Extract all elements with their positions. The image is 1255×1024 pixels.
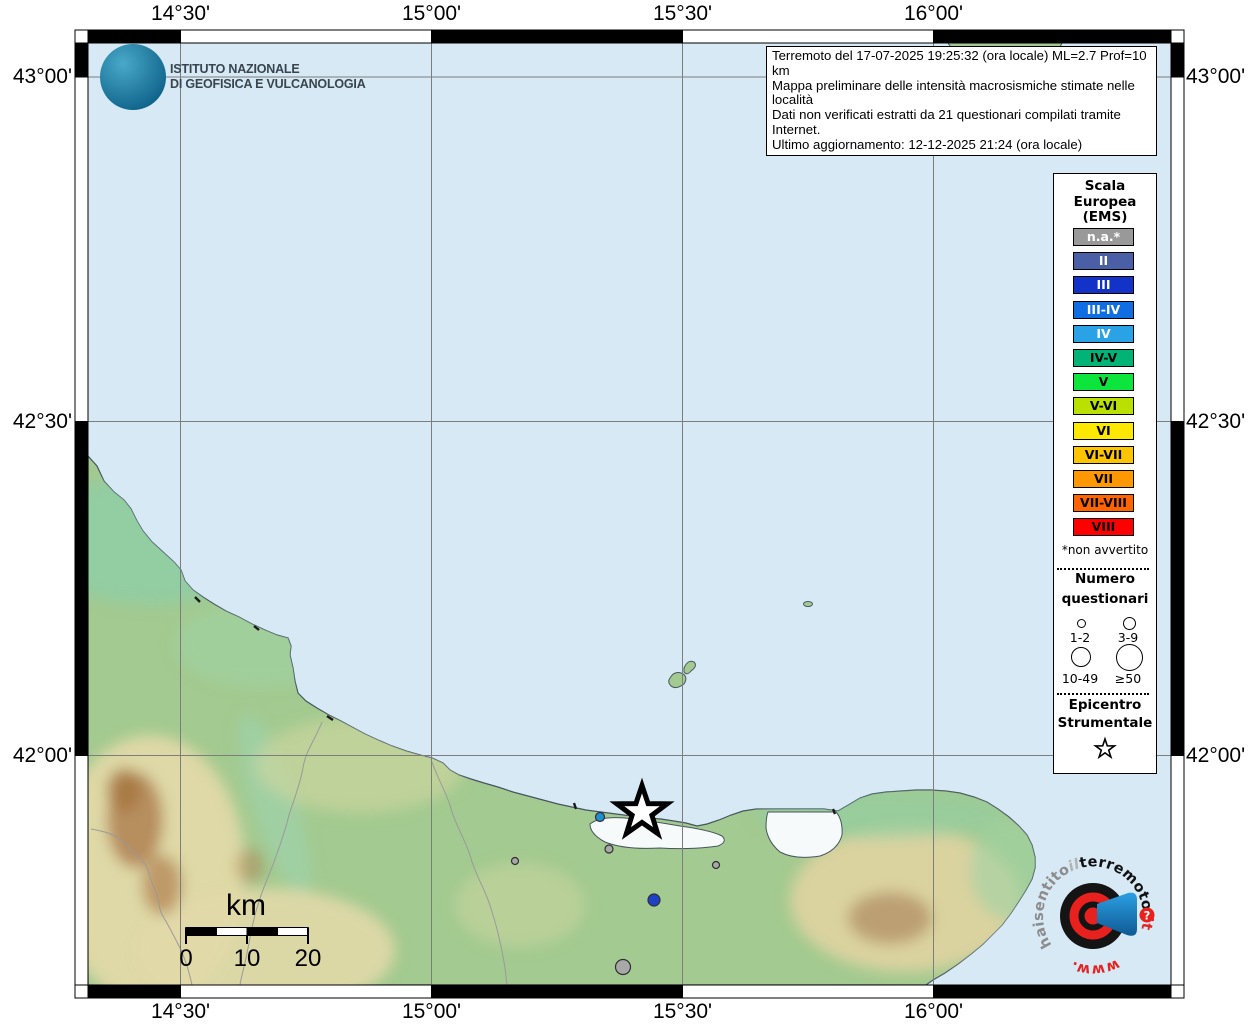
axis-label-bottom-0: 14°30' xyxy=(150,1000,211,1023)
epicenter-star xyxy=(609,777,675,840)
axis-label-top-0: 14°30' xyxy=(150,2,211,25)
intensity-dot-na xyxy=(711,860,721,870)
map-frame xyxy=(74,29,1185,999)
legend-panel: Scala Europea (EMS) n.a.* II III III-IV … xyxy=(1053,173,1157,774)
axis-label-bottom-1: 15°00' xyxy=(401,1000,462,1023)
axis-label-left-1: 42°30' xyxy=(12,409,72,433)
info-line-updated: Ultimo aggiornamento: 12-12-2025 21:24 (… xyxy=(772,136,1083,152)
legend-title: Scala Europea (EMS) xyxy=(1054,178,1156,226)
legend-divider-2 xyxy=(1057,693,1149,695)
island-pianosa xyxy=(803,601,813,607)
intensity-dot-IV xyxy=(594,811,606,823)
intensity-dot-III xyxy=(647,893,661,907)
legend-title-line3: (EMS) xyxy=(1082,209,1128,225)
axis-label-bottom-2: 15°30' xyxy=(652,1000,713,1023)
ems-class-na: n.a.* xyxy=(1073,228,1134,246)
ems-class-ii: II xyxy=(1073,252,1134,271)
lagoon-varano xyxy=(765,811,843,858)
intensity-markers xyxy=(510,777,721,976)
axis-label-left-2: 42°00' xyxy=(12,743,72,767)
event-info-box: Terremoto del 17-07-2025 19:25:32 (ora l… xyxy=(766,46,1157,156)
ems-class-vi: VI xyxy=(1073,421,1134,440)
legend-title-line2: Europea xyxy=(1073,193,1137,210)
questionnaire-size-10-49-icon xyxy=(1071,647,1091,667)
questionnaire-size-1-2-icon xyxy=(1076,618,1086,628)
ingv-logo-text: ISTITUTO NAZIONALE DI GEOFISICA E VULCAN… xyxy=(170,62,366,91)
scale-tick-0: 0 xyxy=(179,945,192,972)
questionnaires-title-line1: Numero xyxy=(1074,571,1136,587)
questionnaire-size-10-49-label: 10-49 xyxy=(1061,671,1099,686)
scale-bar: km 0 10 20 xyxy=(179,889,321,972)
legend-footnote: *non avvertito xyxy=(1061,543,1149,557)
axis-label-right-2: 42°00' xyxy=(1186,743,1246,767)
questionnaire-size-3-9-icon xyxy=(1122,616,1136,630)
axis-label-right-1: 42°30' xyxy=(1186,409,1246,433)
epicenter-title-line2: Strumentale xyxy=(1057,715,1153,731)
axis-label-bottom-3: 16°00' xyxy=(903,1000,964,1023)
ems-class-iv-v: IV-V xyxy=(1073,349,1134,367)
ems-class-vii-viii: VII-VIII xyxy=(1073,494,1134,513)
ems-class-v: V xyxy=(1073,373,1134,392)
questionnaire-size-50-icon xyxy=(1115,644,1143,671)
svg-text:www.: www. xyxy=(1069,956,1122,978)
legend-divider-1 xyxy=(1057,568,1149,570)
info-line-data: Dati non verificati estratti da 21 quest… xyxy=(772,107,1121,137)
epicenter-star-icon xyxy=(1093,736,1117,760)
ingv-globe-icon xyxy=(100,44,166,110)
island-tremiti-2 xyxy=(683,660,696,675)
intensity-dot-na xyxy=(510,856,520,866)
coast-marks xyxy=(194,596,837,815)
scale-tick-10: 10 xyxy=(234,945,261,972)
watermark-www: www. xyxy=(1069,956,1122,978)
axis-label-top-1: 15°00' xyxy=(401,2,462,25)
ems-class-iii-iv: III-IV xyxy=(1073,300,1134,319)
megaphone-icon xyxy=(1097,892,1137,936)
map-interior: km 0 10 20 xyxy=(88,43,1171,985)
intensity-dot-na xyxy=(614,958,632,976)
scale-bar-unit: km xyxy=(226,889,266,922)
intensity-dot-na xyxy=(604,844,614,854)
questionnaire-size-50-label: ≥50 xyxy=(1114,671,1142,686)
ems-class-vi-vii: VI-VII xyxy=(1073,445,1134,464)
ems-class-iii: III xyxy=(1073,276,1134,295)
info-line-map: Mappa preliminare delle intensità macros… xyxy=(772,77,1135,108)
ingv-logo-line2: DI GEOFISICA E VULCANOLOGIA xyxy=(170,76,366,91)
question-mark-glyph: ? xyxy=(1144,909,1151,923)
ingv-logo-line1: ISTITUTO NAZIONALE xyxy=(170,62,300,76)
epicenter-title-line1: Epicentro xyxy=(1068,697,1142,713)
ems-class-vii: VII xyxy=(1073,470,1134,488)
boundary-lines xyxy=(90,721,508,985)
axis-label-right-0: 43°00' xyxy=(1186,65,1246,88)
ems-class-v-vi: V-VI xyxy=(1073,397,1134,416)
ems-class-iv: IV xyxy=(1073,324,1134,343)
scale-tick-20: 20 xyxy=(295,945,322,972)
questionnaire-size-3-9-label: 3-9 xyxy=(1117,630,1139,645)
question-mark-icon xyxy=(1139,907,1155,923)
legend-title-line1: Scala xyxy=(1084,178,1126,194)
axis-label-top-3: 16°00' xyxy=(903,2,964,25)
info-line-event: Terremoto del 17-07-2025 19:25:32 (ora l… xyxy=(772,48,1147,78)
axis-label-left-0: 43°00' xyxy=(12,65,72,88)
island-tremiti-1 xyxy=(668,672,687,689)
axis-label-top-2: 15°30' xyxy=(652,2,713,25)
questionnaires-title-line2: questionari xyxy=(1061,591,1149,607)
questionnaire-size-1-2-label: 1-2 xyxy=(1069,630,1091,645)
ems-class-viii: VIII xyxy=(1073,518,1134,537)
